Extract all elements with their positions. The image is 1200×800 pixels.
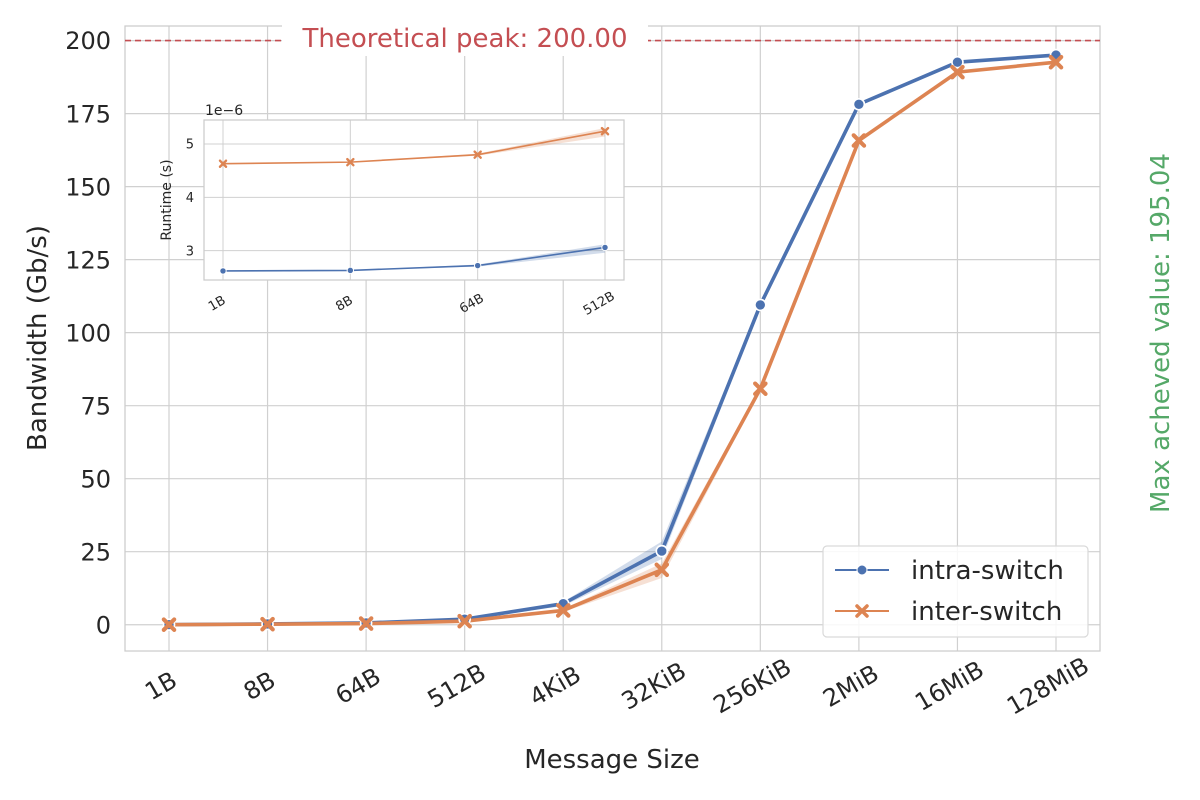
inset-point-inter-switch-1b	[218, 159, 228, 168]
legend-item-inter-switch: inter-switch	[835, 597, 1062, 627]
inset-frame	[203, 119, 625, 281]
legend-marker-intra-switch	[856, 564, 868, 576]
series-lines	[167, 53, 1058, 627]
y-tick-100: 100	[65, 319, 111, 347]
point-intra-switch-16mib	[951, 55, 964, 69]
peak-label: Theoretical peak: 200.00	[302, 24, 628, 54]
inset-chart: 1B 8B 64B 512B 345 Runtime (s) 1e−6	[159, 103, 625, 319]
point-inter-switch-32kib	[654, 562, 670, 578]
y-tick-75: 75	[80, 392, 111, 420]
y-tick-150: 150	[65, 173, 111, 201]
legend-label-inter-switch: inter-switch	[911, 597, 1062, 627]
inset-y-tick-5: 5	[186, 138, 194, 153]
point-intra-switch-2mib	[852, 97, 866, 111]
point-intra-switch-32kib	[655, 544, 669, 558]
x-axis-label: Message Size	[524, 745, 700, 775]
inset-series-markers	[218, 126, 610, 275]
inset-series-lines	[222, 130, 606, 272]
inset-point-intra-switch-8b	[346, 266, 355, 275]
legend-marker-inter-switch	[855, 604, 869, 618]
y-tick-125: 125	[65, 246, 111, 274]
inset-point-intra-switch-512b	[601, 243, 609, 252]
point-inter-switch-16mib	[950, 64, 965, 80]
y-tick-0: 0	[96, 611, 111, 639]
y-tick-25: 25	[80, 538, 111, 566]
point-inter-switch-1b	[161, 617, 177, 632]
y-tick-labels: 0 25 50 75 100 125 150 175 200	[65, 27, 111, 639]
inset-offset-label: 1e−6	[205, 103, 243, 119]
point-inter-switch-256kib	[753, 381, 768, 397]
y-tick-175: 175	[65, 100, 111, 128]
inset-point-inter-switch-8b	[346, 157, 355, 167]
peak-annotation: Theoretical peak: 200.00	[125, 20, 1100, 56]
point-inter-switch-64b	[358, 616, 374, 631]
legend: intra-switch inter-switch	[822, 545, 1089, 638]
point-inter-switch-512b	[457, 613, 472, 629]
inset-point-intra-switch-64b	[473, 261, 482, 270]
inset-y-tick-labels: 3 4 5	[186, 138, 194, 260]
legend-item-intra-switch: intra-switch	[835, 556, 1064, 586]
inset-x-tick-1b: 1B	[206, 293, 228, 315]
legend-box	[822, 545, 1089, 638]
inset-x-tick-8b: 8B	[333, 293, 355, 315]
inset-point-intra-switch-1b	[219, 267, 227, 275]
inset-line-inter-switch	[222, 130, 606, 165]
inset-line-intra-switch	[222, 246, 606, 272]
y-tick-50: 50	[80, 465, 111, 493]
point-intra-switch-256kib	[754, 298, 767, 312]
point-inter-switch-4kib	[555, 603, 571, 618]
line-inter-switch	[167, 60, 1058, 627]
point-inter-switch-2mib	[851, 133, 867, 148]
y-axis-label: Bandwidth (Gb/s)	[23, 225, 53, 451]
inset-y-axis-label: Runtime (s)	[159, 159, 175, 240]
series-markers	[161, 48, 1064, 632]
inset-point-inter-switch-64b	[473, 150, 482, 159]
inset-y-tick-3: 3	[186, 244, 194, 259]
inset-background	[204, 120, 624, 280]
max-value-label: Max acheved value: 195.04	[1146, 153, 1176, 513]
y-tick-200: 200	[65, 27, 111, 55]
peak-label-background	[282, 20, 648, 56]
inset-y-tick-4: 4	[186, 191, 194, 206]
inset-point-inter-switch-512b	[600, 126, 610, 136]
legend-label-intra-switch: intra-switch	[911, 556, 1064, 586]
point-inter-switch-128mib	[1048, 54, 1064, 70]
inset-grid	[204, 120, 624, 280]
point-inter-switch-8b	[260, 616, 275, 632]
